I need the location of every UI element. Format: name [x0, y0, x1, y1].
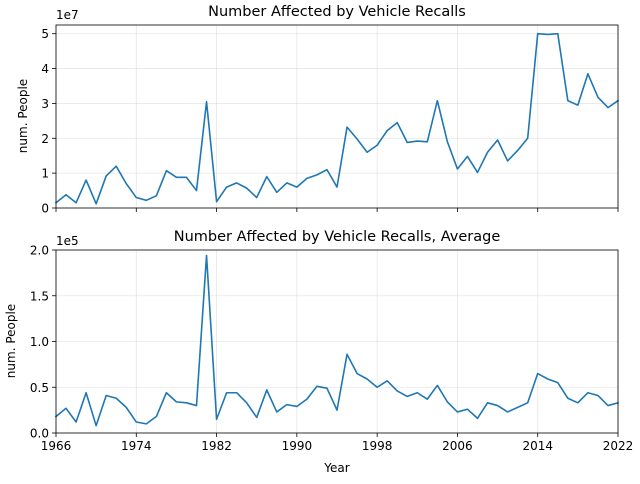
x-tick-label: 1982 — [201, 439, 232, 453]
axes-frame — [55, 249, 619, 434]
recalls-total-chart: Number Affected by Vehicle Recalls num. … — [16, 4, 620, 216]
x-tick-label: 1966 — [41, 439, 72, 453]
axis-ticks: 0 1 2 3 4 5 — [41, 27, 619, 216]
x-tick-label: 1998 — [362, 439, 393, 453]
y-tick-label: 0.0 — [30, 427, 49, 441]
axes-frame — [55, 24, 619, 209]
x-tick-label: 1974 — [121, 439, 152, 453]
y-tick-label: 1.0 — [30, 335, 49, 349]
y-tick-label: 2 — [41, 132, 49, 146]
y-tick-label: 2.0 — [30, 244, 49, 258]
chart-title: Number Affected by Vehicle Recalls — [208, 4, 466, 20]
y-tick-label: 0.5 — [30, 381, 49, 395]
recalls-average-chart: Number Affected by Vehicle Recalls, Aver… — [4, 229, 633, 475]
x-tick-label: 1990 — [282, 439, 313, 453]
x-tick-label: 2022 — [603, 439, 634, 453]
y-tick-label: 5 — [41, 27, 49, 41]
y-tick-label: 0 — [41, 202, 49, 216]
series-lines — [54, 254, 619, 427]
y-axis-label: num. People — [16, 79, 30, 153]
series-lines — [54, 32, 620, 205]
chart-title: Number Affected by Vehicle Recalls, Aver… — [174, 229, 501, 245]
series-line — [54, 32, 620, 205]
x-tick-label: 2006 — [442, 439, 473, 453]
y-axis-label: num. People — [4, 304, 18, 378]
y-tick-label: 4 — [41, 62, 49, 76]
y-offset-label: 1e7 — [56, 8, 79, 22]
x-tick-label: 2014 — [522, 439, 553, 453]
x-axis-label: Year — [323, 461, 349, 475]
y-tick-label: 3 — [41, 97, 49, 111]
y-offset-label: 1e5 — [56, 234, 79, 248]
axis-ticks: 1966 1974 1982 1990 1998 2006 2014 2022 0.0 0.5 1.… — [30, 244, 633, 454]
y-tick-label: 1 — [41, 167, 49, 181]
series-line — [54, 254, 619, 427]
y-tick-label: 1.5 — [30, 289, 49, 303]
